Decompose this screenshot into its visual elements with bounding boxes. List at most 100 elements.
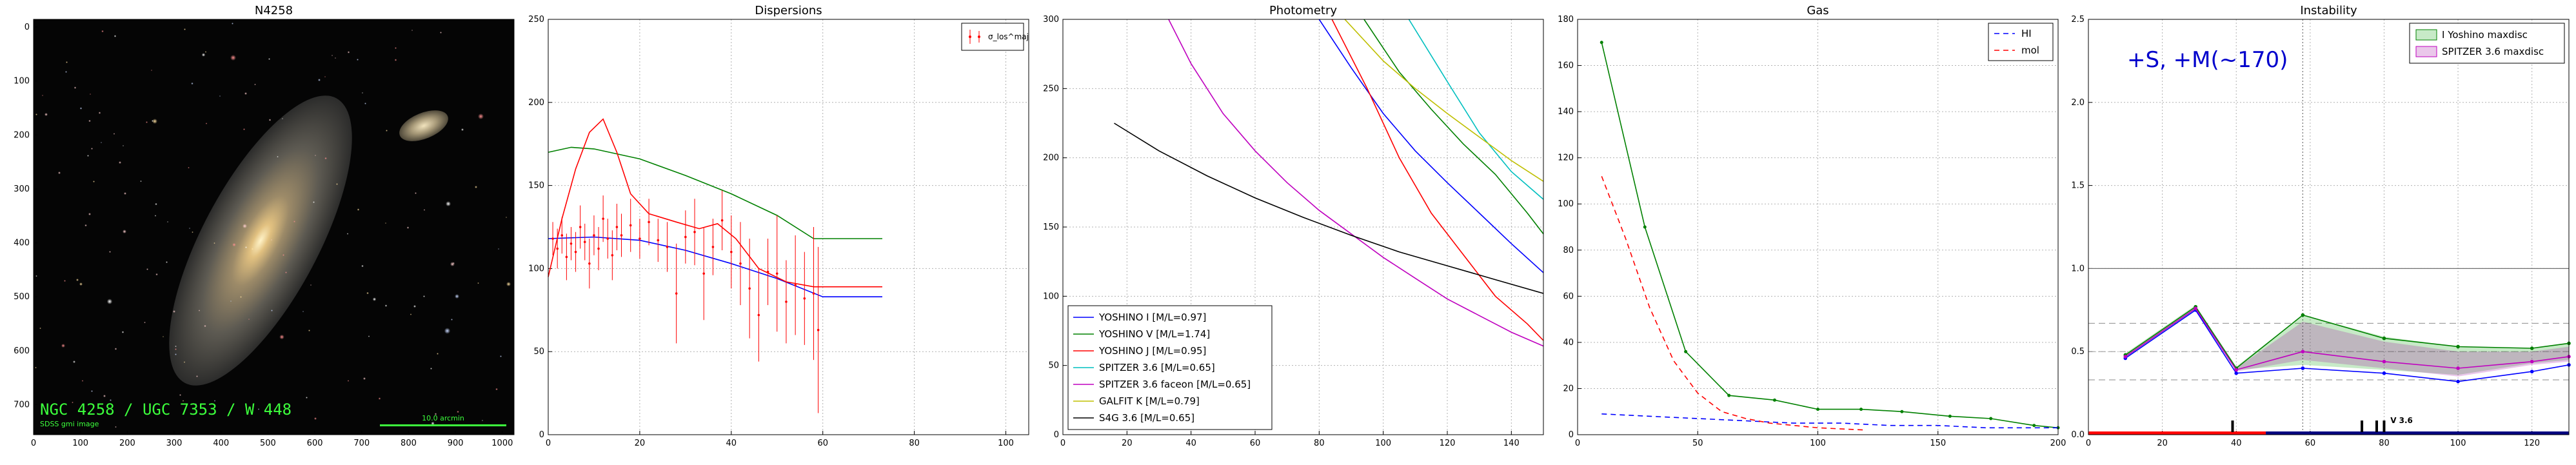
inst-annotation: +S, +M(~170) — [2127, 47, 2288, 73]
inst-legend-entry: SPITZER 3.6 maxdisc — [2442, 46, 2544, 57]
inst-x-tick-label: 40 — [2231, 439, 2242, 448]
inst-marker — [2382, 359, 2386, 364]
inst-bottom-marker — [2375, 420, 2378, 432]
gas-frame — [1577, 19, 2059, 435]
gas-series-green — [1601, 42, 2059, 429]
phot-series-cyan — [1408, 19, 1543, 200]
inst-x-tick-label: 120 — [2524, 439, 2540, 448]
phot-legend: YOSHINO I [M/L=0.97] YOSHINO V [M/L=1.74]… — [1067, 305, 1273, 430]
disp-point — [570, 242, 573, 245]
inst-series-green — [2125, 306, 2570, 370]
inst-marker — [2301, 313, 2305, 317]
gas-y-tick-label: 0 — [1569, 430, 1574, 440]
disp-point — [629, 224, 632, 227]
inst-bottom-bar-blue — [2266, 431, 2569, 435]
gas-y-tick-label: 100 — [1558, 199, 1574, 209]
inst-marker — [2456, 379, 2460, 384]
gas-title: Gas — [1807, 4, 1829, 17]
disp-point — [588, 262, 591, 265]
disp-point — [817, 328, 820, 331]
phot-y-tick-label: 100 — [1043, 292, 1059, 301]
inst-y-tick-label: 1.5 — [2071, 181, 2085, 191]
gas-marker — [1772, 398, 1776, 402]
gas-marker — [1684, 350, 1688, 353]
phot-x-tick-label: 40 — [1185, 439, 1196, 448]
gas-marker — [1816, 408, 1819, 411]
inst-band-magenta — [2125, 306, 2569, 377]
phot-series-red — [1331, 19, 1543, 341]
inst-series-magenta — [2125, 308, 2570, 371]
disp-point — [720, 219, 724, 222]
gas-x-tick-label: 100 — [1810, 439, 1826, 448]
disp-point — [620, 234, 623, 237]
gas-x-tick-label: 150 — [1930, 439, 1946, 448]
instability-title: Instability — [2300, 4, 2357, 17]
phot-series-yellow — [1344, 19, 1543, 182]
inst-marker — [2194, 306, 2197, 311]
disp-y-tick-label: 0 — [539, 430, 544, 440]
inst-x-tick-label: 20 — [2157, 439, 2168, 448]
disp-legend-box — [961, 23, 1024, 51]
gas-x-tick-label: 0 — [1575, 439, 1580, 448]
phot-frame — [1062, 19, 1544, 435]
phot-legend-entry: YOSHINO J [M/L=0.95] — [1098, 345, 1206, 357]
phot-y-tick-label: 50 — [1048, 361, 1059, 371]
disp-y-tick-label: 100 — [528, 264, 544, 273]
disp-point — [684, 235, 687, 239]
disp-point — [611, 253, 614, 257]
inst-marker — [2301, 350, 2305, 353]
phot-series-blue — [1318, 19, 1543, 273]
inst-legend-swatch — [2415, 46, 2437, 57]
inst-marker — [2456, 366, 2460, 370]
inst-y-tick-label: 0.5 — [2071, 347, 2085, 357]
disp-x-tick-label: 0 — [546, 439, 551, 448]
inst-marker — [2456, 344, 2460, 349]
disp-point — [556, 247, 559, 250]
disp-plot-area — [548, 19, 1029, 435]
gas-series-red — [1601, 176, 1867, 431]
inst-series-blue — [2125, 309, 2570, 382]
disp-x-tick-label: 60 — [817, 439, 828, 448]
gas-y-tick-label: 180 — [1558, 15, 1574, 25]
phot-legend-entry: YOSHINO I [M/L=0.97] — [1098, 312, 1206, 323]
phot-series-green — [1363, 19, 1543, 235]
disp-point — [711, 246, 715, 248]
gas-legend-entry: HI — [2021, 28, 2032, 39]
disp-y-tick-label: 150 — [528, 181, 544, 191]
inst-bottom-marker — [2361, 420, 2364, 432]
gas-marker — [1948, 414, 1952, 418]
disp-point — [565, 255, 568, 259]
inst-bottom-label: V 3.6 — [2390, 416, 2413, 425]
disp-legend: σ_los^maj — [961, 23, 1029, 51]
gas-marker — [2032, 424, 2036, 428]
gas-y-tick-label: 160 — [1558, 61, 1574, 71]
disp-point — [597, 247, 600, 250]
disp-point — [657, 239, 660, 242]
phot-y-tick-label: 0 — [1054, 430, 1059, 440]
disp-legend-symbol — [978, 35, 980, 38]
inst-band-green — [2125, 305, 2569, 375]
phot-y-tick-label: 200 — [1043, 153, 1059, 163]
inst-y-tick-label: 2.5 — [2071, 15, 2085, 25]
disp-point — [748, 287, 751, 290]
disp-point — [583, 241, 586, 243]
gas-y-tick-label: 60 — [1563, 292, 1574, 301]
disp-point — [675, 292, 678, 295]
disp-point — [615, 226, 619, 228]
phot-x-tick-label: 80 — [1314, 439, 1325, 448]
inst-marker — [2382, 336, 2386, 341]
disp-point — [574, 250, 577, 253]
phot-y-tick-label: 300 — [1043, 15, 1059, 25]
disp-point — [579, 226, 582, 228]
gas-legend-box — [1988, 23, 2054, 61]
disp-point — [794, 284, 797, 286]
phot-x-tick-label: 100 — [1375, 439, 1391, 448]
inst-y-tick-label: 1.0 — [2071, 264, 2085, 273]
gas-legend-entry: mol — [2021, 45, 2039, 56]
gas-series-blue — [1601, 413, 2058, 429]
gas-marker — [1643, 225, 1647, 229]
disp-series-green — [548, 146, 882, 239]
